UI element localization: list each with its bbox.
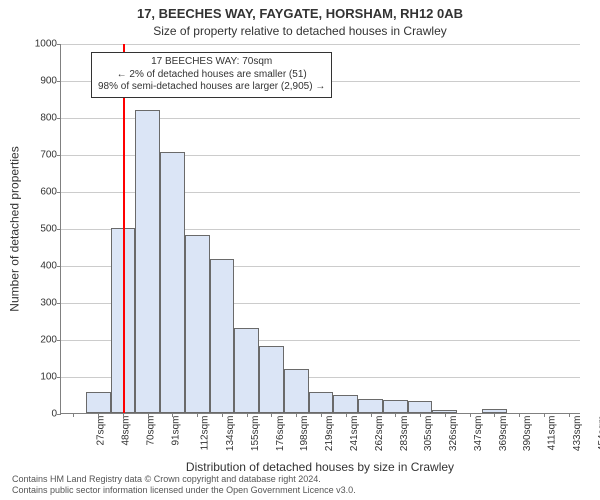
x-tick-label: 390sqm [522, 416, 533, 452]
y-tick-label: 200 [40, 335, 57, 346]
x-tick-mark [569, 413, 570, 417]
x-tick-mark [346, 413, 347, 417]
x-axis-label: Distribution of detached houses by size … [60, 460, 580, 474]
histogram-bar [210, 259, 235, 413]
y-tick-mark [57, 303, 61, 304]
x-tick-label: 347sqm [473, 416, 484, 452]
x-tick-mark [73, 413, 74, 417]
x-tick-mark [395, 413, 396, 417]
annotation-line: 17 BEECHES WAY: 70sqm [98, 56, 325, 69]
plot-area: 0100200300400500600700800900100027sqm48s… [60, 44, 580, 414]
histogram-bar [259, 346, 284, 413]
gridline [61, 44, 580, 45]
y-tick-label: 500 [40, 224, 57, 235]
x-tick-mark [197, 413, 198, 417]
y-tick-mark [57, 192, 61, 193]
x-tick-mark [98, 413, 99, 417]
x-tick-mark [271, 413, 272, 417]
x-tick-mark [172, 413, 173, 417]
y-tick-label: 700 [40, 150, 57, 161]
x-tick-label: 112sqm [200, 416, 211, 451]
y-tick-label: 300 [40, 298, 57, 309]
y-tick-mark [57, 155, 61, 156]
y-tick-mark [57, 44, 61, 45]
x-tick-mark [296, 413, 297, 417]
chart-title: 17, BEECHES WAY, FAYGATE, HORSHAM, RH12 … [0, 6, 600, 21]
x-tick-mark [371, 413, 372, 417]
histogram-bar [86, 392, 111, 413]
y-tick-mark [57, 229, 61, 230]
x-tick-mark [494, 413, 495, 417]
x-tick-label: 91sqm [170, 416, 181, 446]
x-tick-label: 411sqm [546, 416, 557, 451]
annotation-line: ← 2% of detached houses are smaller (51) [98, 69, 325, 82]
x-tick-mark [420, 413, 421, 417]
x-tick-label: 134sqm [225, 416, 236, 452]
x-tick-label: 176sqm [275, 416, 286, 452]
annotation-line: 98% of semi-detached houses are larger (… [98, 81, 325, 94]
x-tick-label: 369sqm [498, 416, 509, 452]
y-tick-label: 1000 [35, 39, 57, 50]
y-tick-label: 600 [40, 187, 57, 198]
footer-line: Contains HM Land Registry data © Crown c… [12, 474, 356, 485]
y-tick-mark [57, 81, 61, 82]
histogram-bar [358, 399, 383, 413]
x-tick-label: 155sqm [250, 416, 261, 452]
marker-line [123, 44, 125, 413]
x-tick-label: 198sqm [300, 416, 311, 452]
x-tick-mark [222, 413, 223, 417]
x-tick-label: 305sqm [423, 416, 434, 452]
chart-subtitle: Size of property relative to detached ho… [0, 24, 600, 38]
histogram-bar [333, 395, 358, 413]
histogram-bar [383, 400, 408, 413]
y-tick-mark [57, 377, 61, 378]
annotation-box: 17 BEECHES WAY: 70sqm ← 2% of detached h… [91, 52, 332, 98]
histogram-bar [284, 369, 309, 413]
histogram-bar [135, 110, 160, 413]
chart-container: 17, BEECHES WAY, FAYGATE, HORSHAM, RH12 … [0, 0, 600, 500]
histogram-bar [234, 328, 259, 413]
y-tick-mark [57, 340, 61, 341]
x-tick-mark [247, 413, 248, 417]
histogram-bar [408, 401, 433, 413]
histogram-bar [185, 235, 210, 413]
footer-attribution: Contains HM Land Registry data © Crown c… [12, 474, 356, 496]
x-tick-label: 219sqm [324, 416, 335, 452]
y-tick-mark [57, 414, 61, 415]
x-tick-mark [148, 413, 149, 417]
histogram-bar [309, 392, 334, 413]
y-axis-label: Number of detached properties [8, 44, 22, 414]
x-tick-label: 433sqm [572, 416, 583, 452]
footer-line: Contains public sector information licen… [12, 485, 356, 496]
x-tick-label: 70sqm [145, 416, 156, 446]
x-tick-label: 241sqm [349, 416, 360, 452]
x-tick-mark [445, 413, 446, 417]
y-tick-label: 800 [40, 113, 57, 124]
x-tick-mark [123, 413, 124, 417]
x-tick-label: 27sqm [96, 416, 107, 446]
y-tick-label: 0 [51, 409, 57, 420]
histogram-bar [160, 152, 185, 413]
y-tick-label: 900 [40, 76, 57, 87]
x-tick-mark [321, 413, 322, 417]
x-tick-mark [519, 413, 520, 417]
y-tick-label: 100 [40, 372, 57, 383]
x-tick-label: 326sqm [448, 416, 459, 452]
y-tick-mark [57, 266, 61, 267]
y-tick-mark [57, 118, 61, 119]
x-tick-label: 262sqm [374, 416, 385, 452]
y-tick-label: 400 [40, 261, 57, 272]
x-tick-mark [470, 413, 471, 417]
x-tick-mark [544, 413, 545, 417]
x-tick-label: 48sqm [121, 416, 132, 446]
x-tick-label: 283sqm [399, 416, 410, 452]
